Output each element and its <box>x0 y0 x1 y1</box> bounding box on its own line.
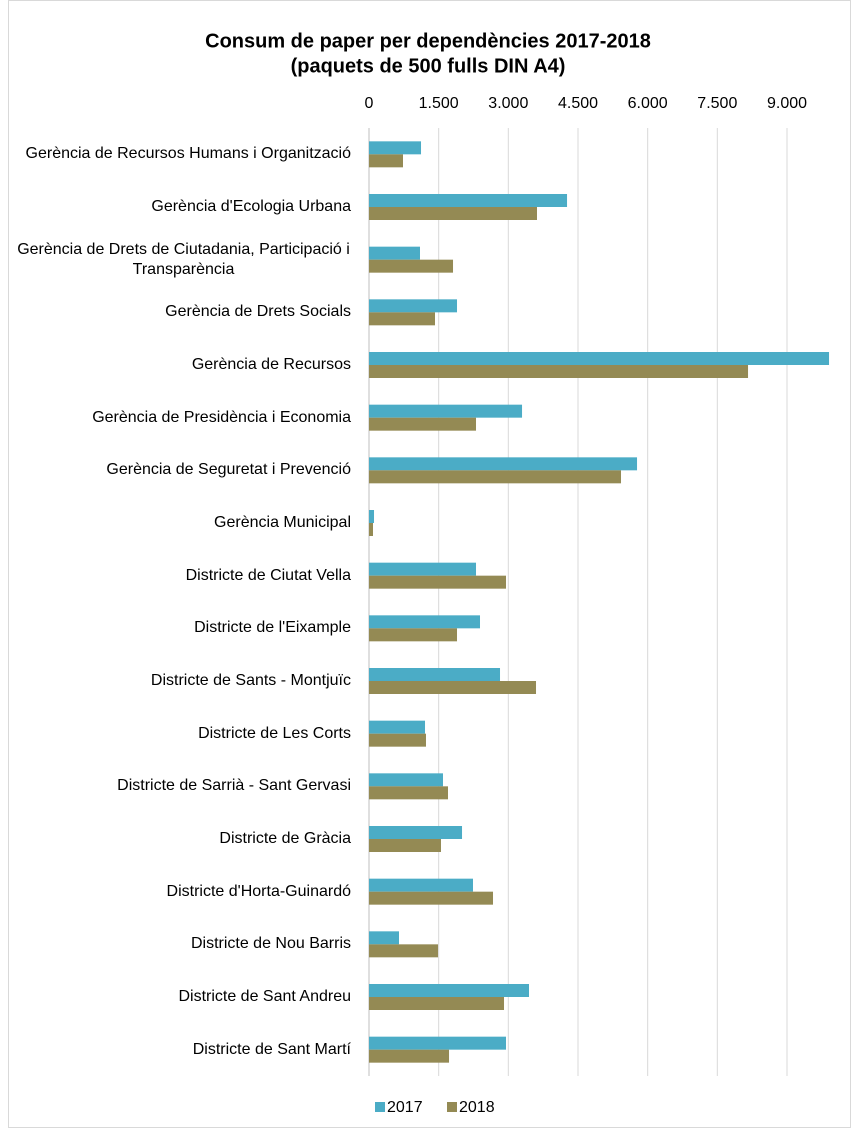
x-tick-label: 1.500 <box>419 95 459 112</box>
bar <box>369 404 523 418</box>
chart-title: Consum de paper per dependències 2017-20… <box>205 30 651 52</box>
legend-label: 2018 <box>459 1099 495 1116</box>
y-tick-label: Districte de Sants - Montjuïc <box>150 672 351 689</box>
bar <box>369 523 373 536</box>
y-tick-label: Gerència Municipal <box>214 514 351 531</box>
bar <box>369 259 454 273</box>
bar <box>369 826 463 839</box>
bar <box>369 510 375 523</box>
x-tick-label: 6.000 <box>628 95 668 112</box>
bar <box>369 773 443 787</box>
bar <box>369 246 420 260</box>
bar <box>369 194 568 207</box>
bar <box>369 668 501 681</box>
chart-frame <box>8 0 851 1128</box>
bar <box>369 141 422 155</box>
bar <box>369 470 622 484</box>
y-tick-label: Districte de Sant Andreu <box>178 988 351 1005</box>
bar <box>369 733 426 747</box>
chart-subtitle: (paquets de 500 fulls DIN A4) <box>291 55 566 77</box>
bar <box>369 839 441 852</box>
bar <box>369 562 477 576</box>
bar <box>369 417 477 431</box>
bar <box>369 1049 450 1063</box>
bar <box>369 878 473 892</box>
bar <box>369 299 458 313</box>
bar <box>369 997 505 1010</box>
bar <box>369 312 435 326</box>
bar <box>369 457 638 471</box>
bar <box>369 931 400 945</box>
bar <box>369 944 439 958</box>
y-tick-label: Districte de Les Corts <box>198 724 351 742</box>
bar <box>369 1036 507 1050</box>
bar <box>369 891 494 905</box>
bar <box>369 628 458 642</box>
y-tick-label: Districte de Nou Barris <box>190 935 351 953</box>
bar <box>369 615 481 629</box>
y-tick-label: Districte de Gràcia <box>219 830 351 847</box>
y-tick-label: Gerència de Drets de Ciutadania, Partici… <box>17 240 350 278</box>
bar <box>369 207 537 220</box>
bar <box>369 352 830 365</box>
bar <box>369 154 403 168</box>
y-tick-label: Gerència de Recursos Humans i Organitzac… <box>25 145 351 163</box>
bar <box>369 720 426 734</box>
y-tick-label: Districte de Ciutat Vella <box>185 566 351 584</box>
y-tick-label: Districte d'Horta-Guinardó <box>166 882 351 900</box>
bar <box>369 984 530 997</box>
bar <box>369 786 449 800</box>
x-tick-label: 3.000 <box>488 95 528 112</box>
bar <box>369 365 749 378</box>
legend-swatch <box>375 1102 385 1112</box>
x-tick-label: 9.000 <box>767 95 807 112</box>
y-tick-label: Gerència de Recursos <box>191 356 351 373</box>
y-tick-label: Districte de Sarrià - Sant Gervasi <box>117 777 351 795</box>
y-tick-label: Gerència de Drets Socials <box>165 303 351 321</box>
x-tick-label: 4.500 <box>558 95 598 112</box>
y-tick-label: Districte de Sant Martí <box>192 1040 351 1058</box>
y-tick-label: Gerència d'Ecologia Urbana <box>151 198 351 215</box>
legend-label: 2017 <box>387 1099 423 1116</box>
legend-swatch <box>447 1102 457 1112</box>
x-tick-label: 7.500 <box>697 95 737 112</box>
bar <box>369 681 537 694</box>
y-tick-label: Gerència de Presidència i Economia <box>92 408 351 426</box>
y-tick-label: Gerència de Seguretat i Prevenció <box>106 461 351 479</box>
y-tick-label: Districte de l'Eixample <box>194 619 351 637</box>
x-tick-label: 0 <box>365 95 374 112</box>
bar <box>369 575 507 589</box>
